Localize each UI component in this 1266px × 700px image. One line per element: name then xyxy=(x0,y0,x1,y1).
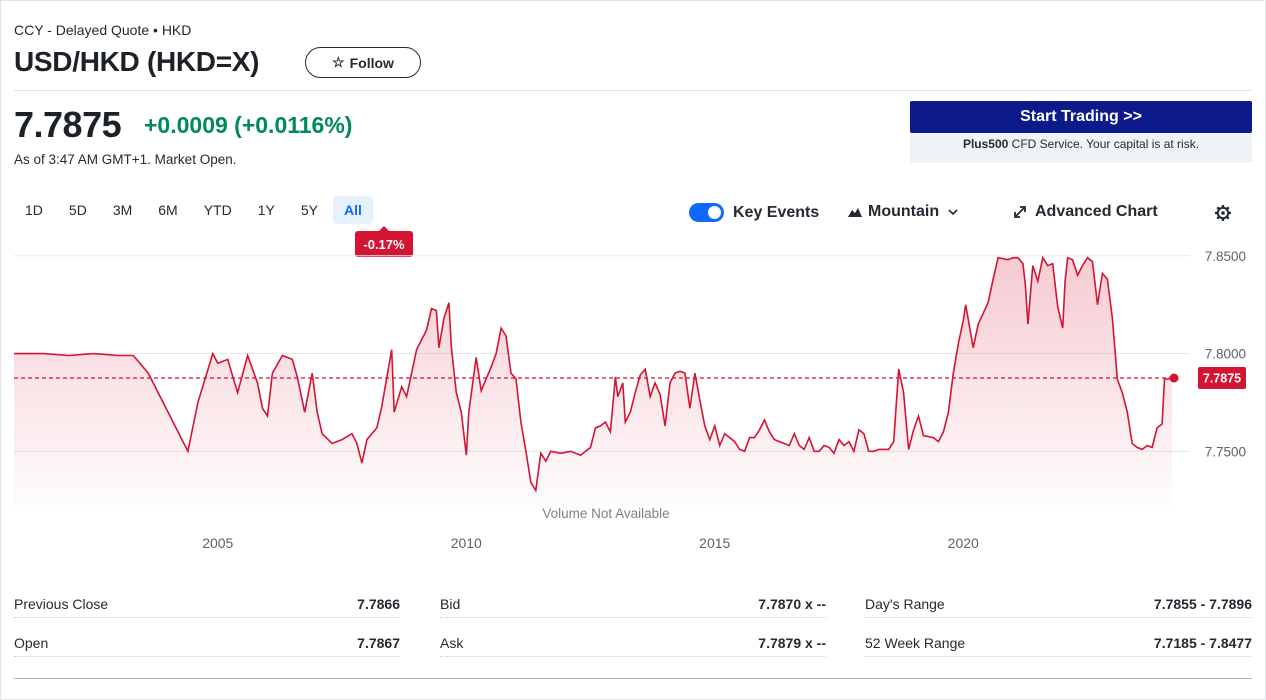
exchange-info: CCY - Delayed Quote • HKD xyxy=(14,22,192,38)
quote-change: +0.0009 (+0.0116%) xyxy=(144,112,352,139)
price-line xyxy=(14,255,1173,493)
stat-value: 7.7879 x -- xyxy=(758,634,826,651)
quote-price: 7.7875 xyxy=(14,104,122,145)
price-area xyxy=(14,257,1172,510)
x-tick-label: 2010 xyxy=(451,535,482,551)
stat-label: Open xyxy=(14,634,49,651)
range-tab-1d[interactable]: 1D xyxy=(25,202,43,218)
quote-change-abs: +0.0009 xyxy=(144,112,228,138)
stat-value: 7.7855 - 7.7896 xyxy=(1153,595,1252,612)
range-tab-5d[interactable]: 5D xyxy=(68,202,87,218)
range-change-badge: -0.17% xyxy=(355,226,413,257)
stat-row: Open 7.7867 xyxy=(14,629,400,657)
range-tab-1y[interactable]: 1Y xyxy=(257,202,275,218)
y-tick-label: 7.8500 xyxy=(1205,249,1246,264)
ad-brand: Plus500 xyxy=(962,137,1009,151)
follow-label: Follow xyxy=(349,54,394,71)
chart-type-label: Mountain xyxy=(868,203,940,220)
range-tab-6m[interactable]: 6M xyxy=(158,202,178,218)
current-price-text: 7.7875 xyxy=(1203,372,1241,386)
current-price-dot xyxy=(1169,373,1179,383)
divider xyxy=(14,90,1252,91)
start-trading-button[interactable]: Start Trading >> xyxy=(910,101,1252,133)
chart-type-dropdown[interactable]: Mountain xyxy=(848,203,958,221)
stat-row: Bid 7.7870 x -- xyxy=(440,590,826,618)
stat-row: 52 Week Range 7.7185 - 7.8477 xyxy=(865,629,1252,657)
x-tick-label: 2015 xyxy=(699,535,730,551)
range-tab-all[interactable]: All xyxy=(332,196,373,224)
ad-disclaimer: Plus500 CFD Service. Your capital is at … xyxy=(910,137,1252,151)
key-events-toggle[interactable] xyxy=(689,203,724,222)
stat-row: Day's Range 7.7855 - 7.7896 xyxy=(865,590,1252,618)
x-tick-label: 2005 xyxy=(202,535,233,551)
stat-label: Previous Close xyxy=(14,595,109,612)
gear-icon xyxy=(1215,205,1231,221)
toggle-icon xyxy=(708,206,721,219)
y-tick-label: 7.7500 xyxy=(1205,444,1246,459)
stat-row: Ask 7.7879 x -- xyxy=(440,629,826,657)
range-tabs: 1D 5D 3M 6M YTD 1Y 5Y All xyxy=(14,196,377,224)
stat-row: Previous Close 7.7866 xyxy=(14,590,400,618)
advanced-chart-button[interactable]: Advanced Chart xyxy=(1013,203,1158,221)
ad-banner: Start Trading >> Plus500 CFD Service. Yo… xyxy=(910,101,1252,163)
ad-note-text: CFD Service. Your capital is at risk. xyxy=(1011,137,1200,151)
quote-change-pct: (+0.0116%) xyxy=(234,112,353,138)
range-tab-5y[interactable]: 5Y xyxy=(300,202,318,218)
stat-value: 7.7866 xyxy=(357,595,400,612)
stat-label: Day's Range xyxy=(865,595,945,612)
expand-icon xyxy=(1014,206,1026,218)
stat-value: 7.7867 xyxy=(357,634,400,651)
stat-label: Bid xyxy=(440,595,461,612)
range-tab-ytd[interactable]: YTD xyxy=(203,202,232,218)
stat-value: 7.7870 x -- xyxy=(758,595,826,612)
stat-label: Ask xyxy=(440,634,464,651)
x-tick-label: 2020 xyxy=(948,535,979,551)
volume-note: Volume Not Available xyxy=(542,506,669,521)
price-chart[interactable]: 7.7875 7.8500 7.8000 7.7500 2005 2010 2015 20… xyxy=(0,240,1266,570)
chevron-down-icon xyxy=(948,208,958,215)
chart-settings-button[interactable] xyxy=(1214,204,1232,227)
mountain-icon xyxy=(848,208,862,217)
key-events-label[interactable]: Key Events xyxy=(733,204,820,221)
range-tab-3m[interactable]: 3M xyxy=(112,202,133,218)
page-title: USD/HKD (HKD=X) xyxy=(14,46,260,77)
quote-timestamp: As of 3:47 AM GMT+1. Market Open. xyxy=(14,152,237,167)
follow-button[interactable]: ☆ Follow xyxy=(305,47,421,78)
y-tick-label: 7.8000 xyxy=(1205,347,1246,362)
stat-value: 7.7185 - 7.8477 xyxy=(1153,634,1252,651)
star-icon: ☆ xyxy=(332,54,345,70)
divider xyxy=(14,678,1252,679)
advanced-chart-label: Advanced Chart xyxy=(1035,203,1158,220)
current-price-label: 7.7875 xyxy=(1198,367,1246,389)
stat-label: 52 Week Range xyxy=(865,634,966,651)
